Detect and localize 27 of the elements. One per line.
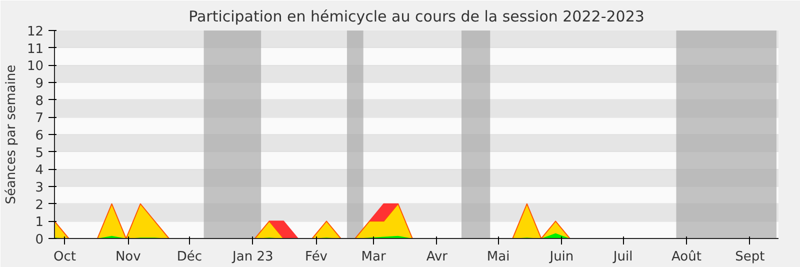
y-tick-label: 10: [26, 59, 44, 74]
x-tick-label: Août: [671, 250, 702, 264]
y-tick-label: 3: [35, 180, 44, 196]
y-tick-label: 7: [35, 111, 44, 126]
y-tick-label: 12: [26, 24, 44, 40]
chart-title: Participation en hémicycle au cours de la session 2022-2023: [188, 8, 644, 26]
x-tick-label: Juil: [612, 250, 633, 264]
x-tick-label: Sept: [735, 250, 765, 264]
y-tick-label: 1: [35, 215, 44, 230]
y-tick-label: 6: [35, 128, 44, 144]
x-tick-label: Juin: [548, 250, 574, 264]
x-tick-label: Fév: [305, 250, 328, 264]
x-tick-label: Déc: [176, 250, 202, 264]
x-tick-label: Oct: [53, 250, 76, 264]
y-tick-label: 9: [35, 76, 44, 92]
y-tick-label: 8: [35, 94, 44, 109]
y-tick-label: 11: [26, 42, 44, 57]
y-axis-title: Séances par semaine: [4, 64, 19, 204]
x-tick-label: Mai: [486, 250, 510, 264]
x-tick-label: Jan 23: [232, 250, 274, 264]
y-tick-label: 0: [35, 232, 44, 248]
x-tick-label: Mar: [361, 250, 386, 264]
x-tick-label: Avr: [426, 250, 448, 264]
y-tick-label: 2: [35, 198, 44, 213]
y-tick-label: 5: [35, 146, 44, 161]
y-tick-label: 4: [35, 163, 44, 178]
x-tick-label: Nov: [115, 250, 142, 264]
